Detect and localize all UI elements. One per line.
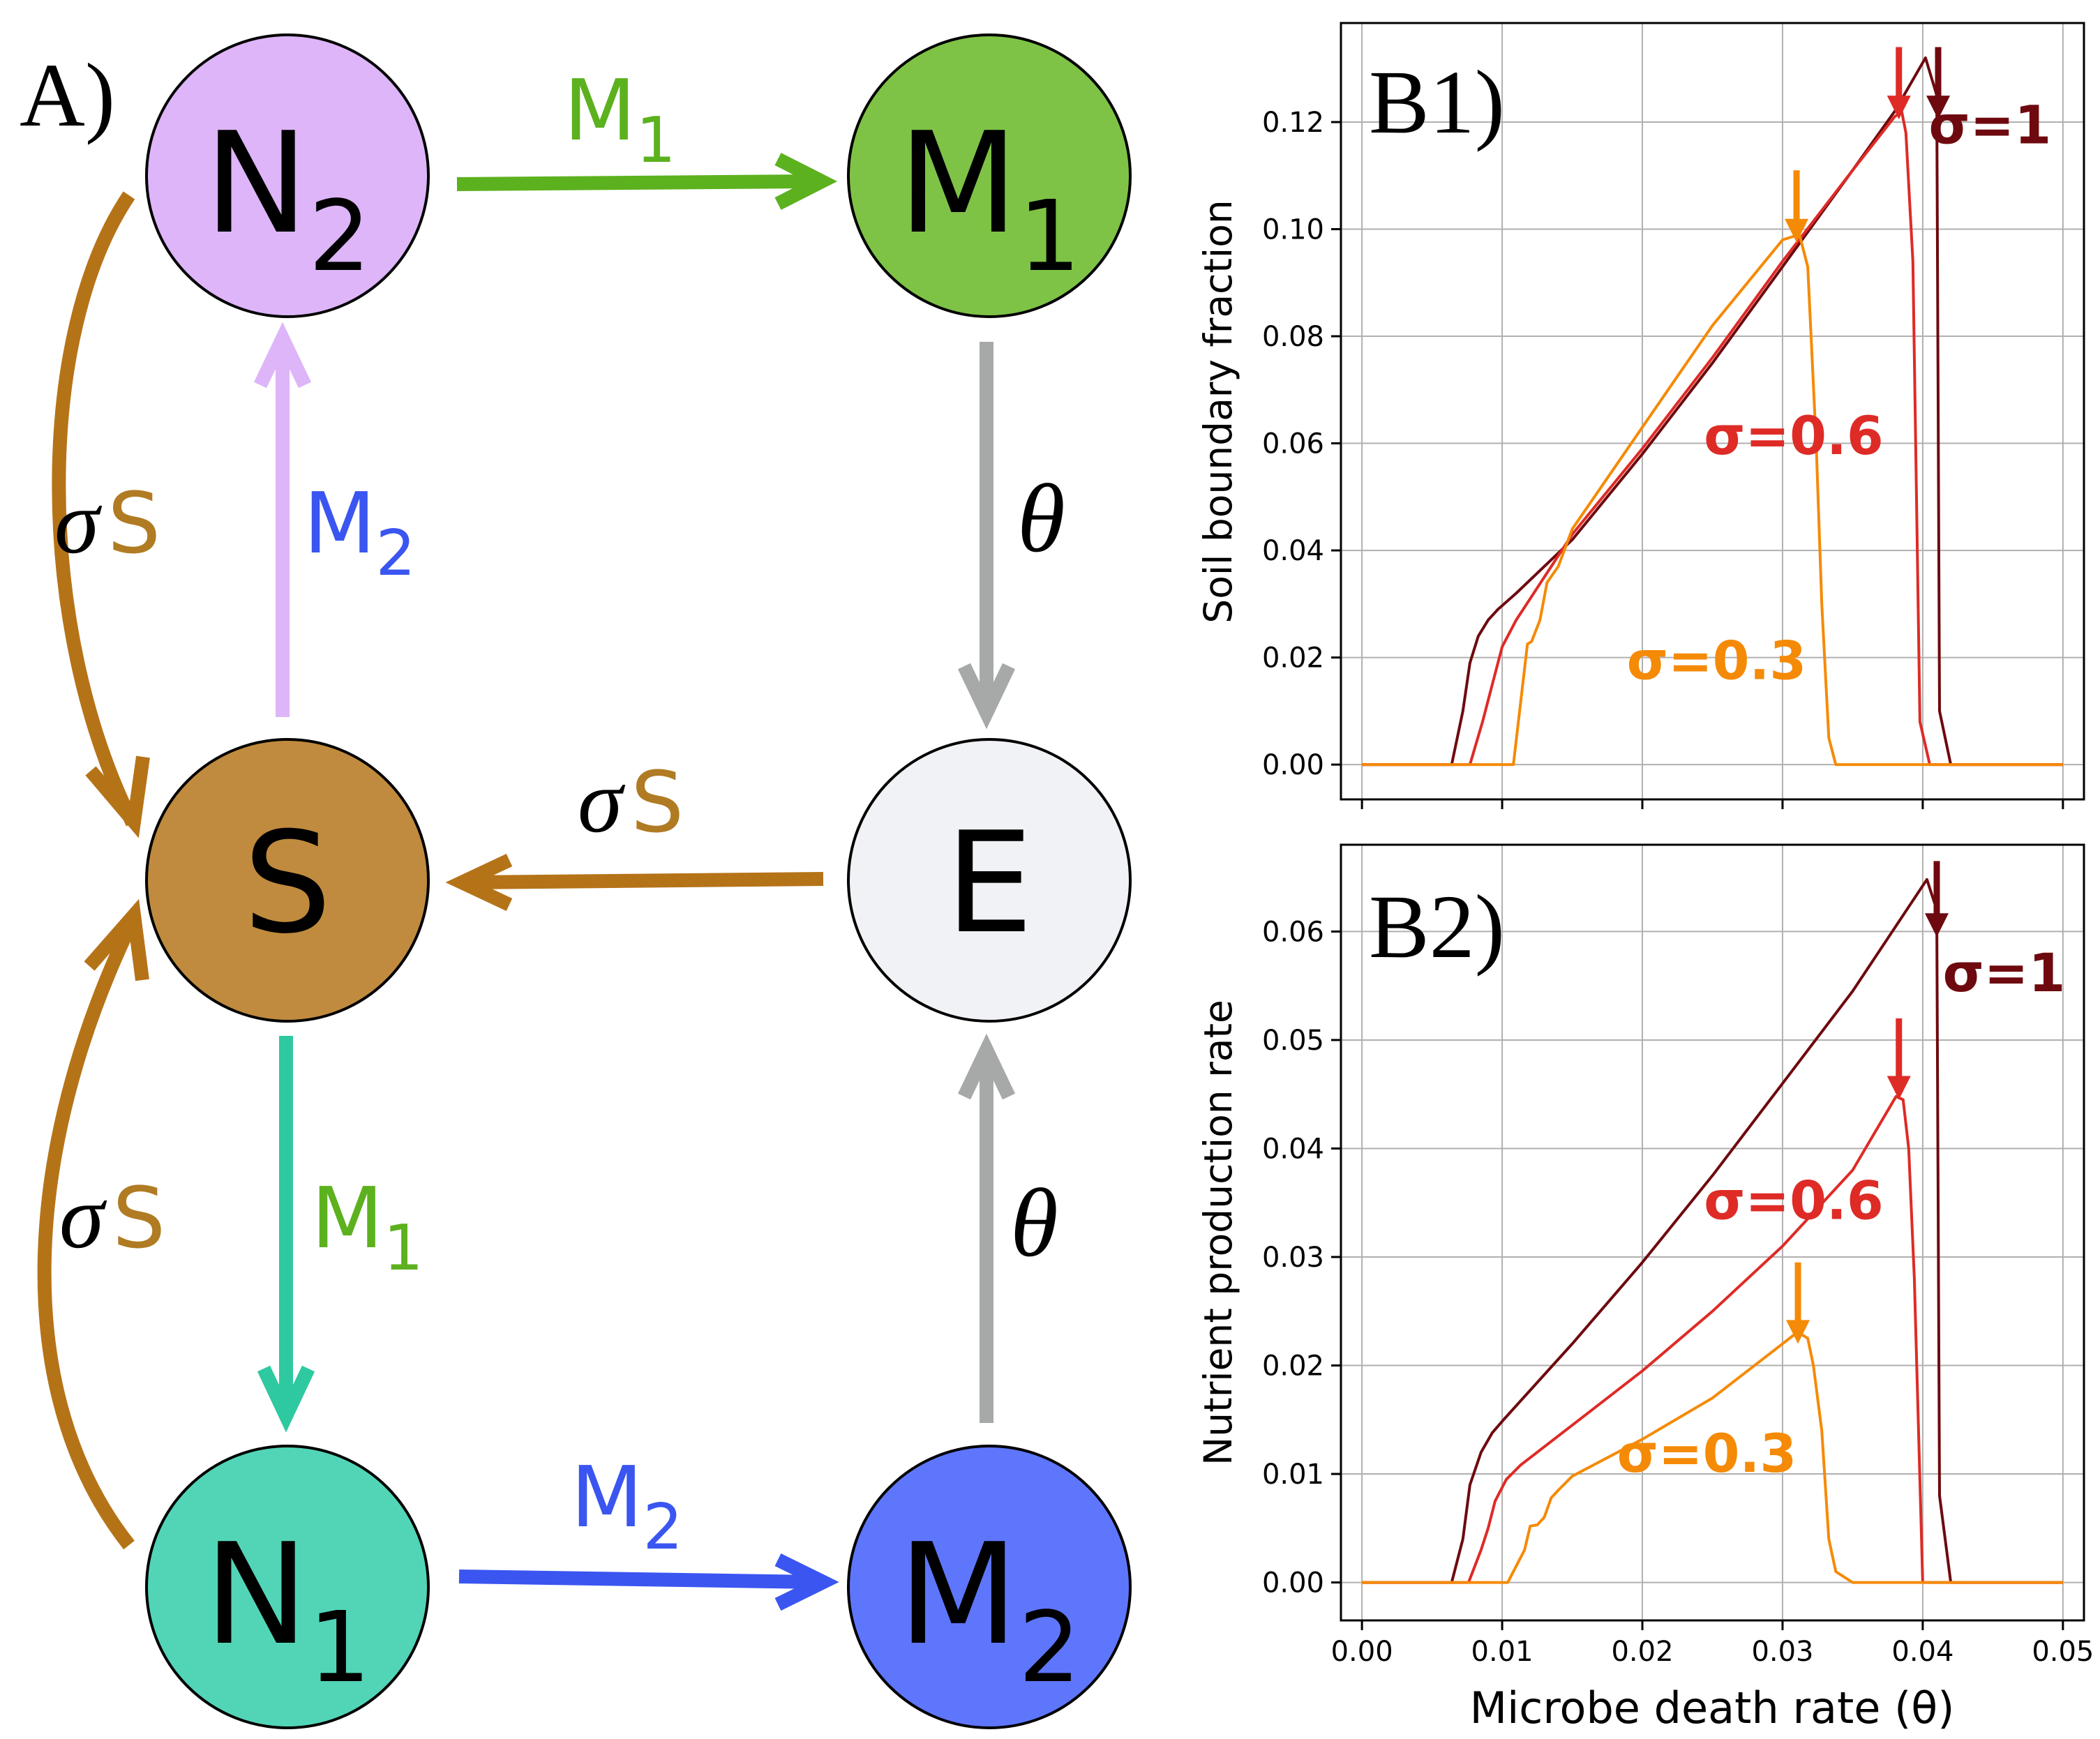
b2-xtick-label-1: 0.01	[1471, 1636, 1533, 1668]
b2-series-label-2: σ=0.3	[1617, 1422, 1797, 1484]
edge-label-s-to-n1: M1	[311, 1170, 423, 1285]
arrow-n2-to-s	[52, 191, 150, 838]
node-s: S	[145, 738, 430, 1023]
b1-arrows	[1785, 47, 1951, 243]
node-n2: N2	[145, 33, 430, 318]
b1-ytick-label-2: 0.04	[1262, 535, 1324, 567]
chart-b1: 0.00 0.02 0.04 0.06 0.08 0.10 0.12 σ=1 σ=0.6 σ=0…	[1196, 22, 2085, 809]
b2-xtick-label-5: 0.05	[2032, 1636, 2094, 1668]
b1-series-label-1: σ=0.6	[1704, 405, 1884, 467]
edge-label-m2-to-e: θ	[1010, 1169, 1058, 1277]
b2-ytick-label-2: 0.02	[1262, 1350, 1324, 1383]
b1-axes-frame	[1340, 22, 2085, 801]
b1-series-label-0: σ=1	[1928, 94, 2051, 156]
b2-panel-label: B2)	[1369, 877, 1505, 977]
node-m1: M1	[847, 33, 1132, 318]
node-e: E	[847, 738, 1132, 1023]
arrow-n1-to-m2	[458, 1553, 839, 1611]
b1-ytick-label-4: 0.08	[1262, 321, 1324, 353]
b2-series-label-1: σ=0.6	[1704, 1170, 1884, 1232]
b1-ylabel: Soil boundary fraction	[1196, 200, 1240, 623]
b2-series-line-0	[1362, 878, 2063, 1584]
b1-panel-label: B1)	[1369, 52, 1505, 153]
edge-label-n2-to-m1: M1	[564, 63, 676, 177]
b1-ytick-label-3: 0.06	[1262, 428, 1324, 460]
diagram-panel: A)	[20, 33, 1132, 1729]
b2-ytick-label-5: 0.05	[1262, 1025, 1324, 1057]
b1-series-line-2	[1362, 233, 2063, 767]
b1-arrow-head-1	[1887, 96, 1911, 120]
b2-ytick-label-0: 0.00	[1262, 1567, 1324, 1599]
node-n1: N1	[145, 1445, 430, 1729]
b2-series-labels: σ=1 σ=0.6 σ=0.3	[1617, 942, 2066, 1484]
chart-b2: 0.00 0.01 0.02 0.03 0.04 0.05 0.00 0.01 0.02 0.03…	[1196, 843, 2094, 1733]
b1-ticks: 0.00 0.02 0.04 0.06 0.08 0.10 0.12	[1262, 107, 2064, 809]
arrow-m1-to-e	[957, 342, 1016, 730]
node-m2-label: M2	[898, 1514, 1081, 1705]
b1-series-line-1	[1362, 110, 2063, 767]
b2-arrows	[1786, 861, 1949, 1344]
b1-ytick-label-1: 0.02	[1262, 642, 1324, 675]
b1-grid	[1341, 23, 2084, 799]
b1-ytick-label-0: 0.00	[1262, 749, 1324, 781]
edge-label-s-to-n2: M2	[303, 476, 416, 590]
b2-ytick-label-4: 0.04	[1262, 1133, 1324, 1165]
node-e-label: E	[945, 802, 1033, 965]
panel-label-a: A)	[20, 45, 115, 146]
b1-series-labels: σ=1 σ=0.6 σ=0.3	[1627, 94, 2051, 692]
b2-ylabel: Nutrient production rate	[1196, 1000, 1240, 1466]
arrow-n2-to-m1	[456, 153, 838, 210]
node-n2-label: N2	[204, 103, 371, 294]
b2-xtick-label-0: 0.00	[1331, 1636, 1393, 1668]
arrow-e-to-s	[445, 853, 824, 912]
b2-ticks: 0.00 0.01 0.02 0.03 0.04 0.05 0.00 0.01 0.02 0.03…	[1262, 916, 2094, 1668]
b2-series-label-0: σ=1	[1943, 942, 2066, 1004]
node-n1-label: N1	[204, 1514, 371, 1705]
b2-arrow-head-0	[1925, 913, 1949, 938]
arrows	[37, 153, 1016, 1611]
b2-arrow-head-2	[1786, 1320, 1810, 1344]
b1-ytick-label-6: 0.12	[1262, 107, 1324, 139]
b2-xtick-label-3: 0.03	[1751, 1636, 1813, 1668]
b2-arrow-head-1	[1887, 1076, 1911, 1100]
b2-xtick-label-2: 0.02	[1611, 1636, 1673, 1668]
b1-arrow-head-2	[1785, 218, 1809, 243]
b2-series	[1362, 878, 2063, 1584]
b2-xlabel: Microbe death rate (θ)	[1470, 1682, 1955, 1733]
node-m1-label: M1	[898, 103, 1081, 294]
arrow-s-to-n2	[253, 322, 312, 717]
edge-label-m1-to-e: θ	[1017, 465, 1065, 573]
b2-ytick-label-6: 0.06	[1262, 916, 1324, 948]
b2-series-line-2	[1362, 1332, 2063, 1584]
arrow-n1-to-s	[37, 898, 149, 1550]
node-s-label: S	[243, 802, 332, 965]
b2-xtick-label-4: 0.04	[1891, 1636, 1953, 1668]
b2-axes-frame	[1340, 843, 2085, 1622]
b1-series-label-2: σ=0.3	[1627, 629, 1807, 691]
edge-label-n1-to-m2: M2	[571, 1450, 683, 1564]
b2-series-line-1	[1362, 1094, 2063, 1584]
b2-ytick-label-1: 0.01	[1262, 1459, 1324, 1491]
b1-arrow-head-0	[1926, 96, 1951, 120]
arrow-s-to-n1	[257, 1036, 315, 1433]
arrow-m2-to-e	[957, 1033, 1016, 1423]
b1-ytick-label-5: 0.10	[1262, 214, 1324, 246]
node-m2: M2	[847, 1445, 1132, 1729]
b2-ytick-label-3: 0.03	[1262, 1242, 1324, 1274]
